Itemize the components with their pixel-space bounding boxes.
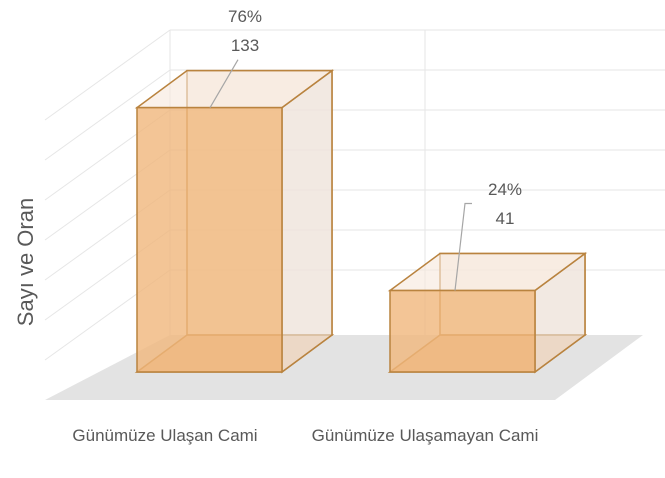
bar-side: [281, 69, 333, 374]
bar-front: [389, 289, 536, 373]
leader-line: [209, 59, 239, 108]
y-axis-title: Sayı ve Oran: [13, 198, 38, 326]
percentage-label: 76%: [228, 7, 262, 26]
bar: [387, 252, 588, 374]
leader-line: [454, 202, 472, 291]
x-tick-label: Günümüze Ulaşan Cami: [72, 426, 258, 445]
x-tick-label: Günümüze Ulaşamayan Cami: [311, 426, 539, 445]
data-label: 133: [231, 36, 259, 55]
data-label: 41: [496, 209, 515, 228]
bar-front: [136, 106, 283, 373]
percentage-label: 24%: [488, 180, 522, 199]
bar: [134, 69, 335, 374]
